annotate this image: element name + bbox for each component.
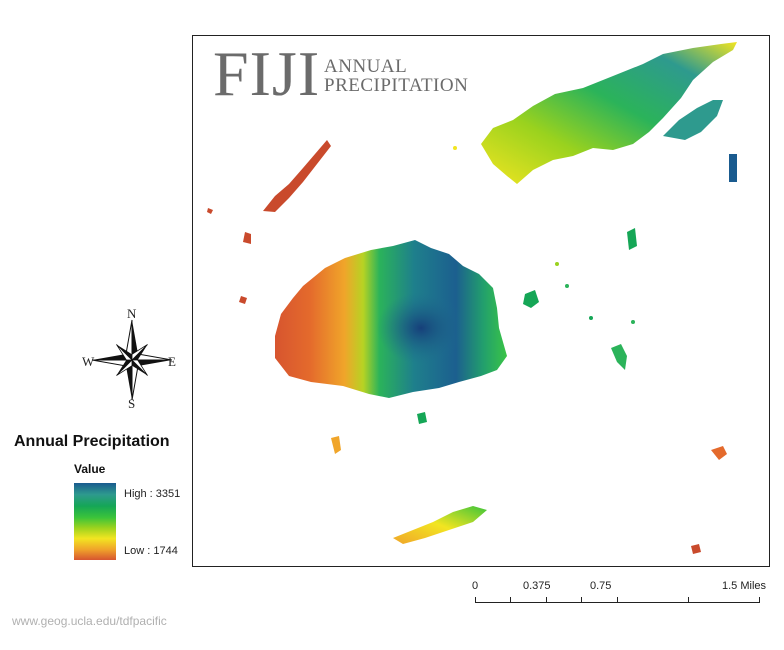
legend-low-label: Low : 1744 xyxy=(124,545,178,557)
gau-island xyxy=(611,344,627,370)
scale-label-1: 0.375 xyxy=(523,580,551,592)
mamanuca-island-2 xyxy=(207,208,213,214)
legend-color-ramp xyxy=(74,483,116,560)
map-title-sub: ANNUAL PRECIPITATION xyxy=(324,57,468,95)
legend-title: Annual Precipitation xyxy=(14,433,170,450)
scale-label-3: 1.5 Miles xyxy=(722,580,767,592)
islet-2 xyxy=(631,320,635,324)
islet-1 xyxy=(565,284,569,288)
kadavu-island xyxy=(393,506,487,544)
scale-bar: 0 0.375 0.75 1.5 Miles xyxy=(470,580,770,610)
scale-tick xyxy=(759,597,760,603)
compass-rose: N S E W xyxy=(82,306,182,411)
legend-high-label: High : 3351 xyxy=(124,488,181,500)
scale-tick xyxy=(546,597,547,603)
east-island-edge xyxy=(729,154,737,182)
scale-tick xyxy=(688,597,689,603)
yasawa-islands xyxy=(263,140,331,212)
vatulele-island xyxy=(331,436,341,454)
scale-tick xyxy=(475,597,476,603)
scale-label-0: 0 xyxy=(472,580,479,592)
map-title-main: FIJI xyxy=(213,38,321,109)
beqa-island xyxy=(417,412,427,424)
source-credit: www.geog.ucla.edu/tdfpacific xyxy=(12,614,167,628)
scale-label-2: 0.75 xyxy=(590,580,612,592)
map-frame[interactable]: FIJI ANNUAL PRECIPITATION xyxy=(192,35,770,567)
islet-5 xyxy=(555,262,559,266)
koro-island xyxy=(627,228,637,250)
islet-4 xyxy=(453,146,457,150)
vanua-levu-island xyxy=(481,42,737,184)
compass-north-label: N xyxy=(127,306,137,321)
compass-west-label: W xyxy=(82,354,95,369)
map-title-line1: ANNUAL xyxy=(324,56,408,77)
islet-3 xyxy=(589,316,593,320)
compass-star-icon xyxy=(91,319,173,401)
compass-east-label: E xyxy=(168,354,176,369)
highland-core xyxy=(377,292,465,364)
map-title-line2: PRECIPITATION xyxy=(324,75,469,96)
precipitation-map xyxy=(207,42,737,554)
scale-tick xyxy=(510,597,511,603)
taveuni-island xyxy=(663,100,723,140)
ovalau-island xyxy=(523,290,539,308)
mamanuca-island-1 xyxy=(243,232,251,244)
moala-island xyxy=(711,446,727,460)
legend-value-label: Value xyxy=(74,462,106,476)
scale-tick xyxy=(581,597,582,603)
mamanuca-island-3 xyxy=(239,296,247,304)
compass-south-label: S xyxy=(128,396,136,411)
totoya-island xyxy=(691,544,701,554)
scale-tick xyxy=(617,597,618,603)
